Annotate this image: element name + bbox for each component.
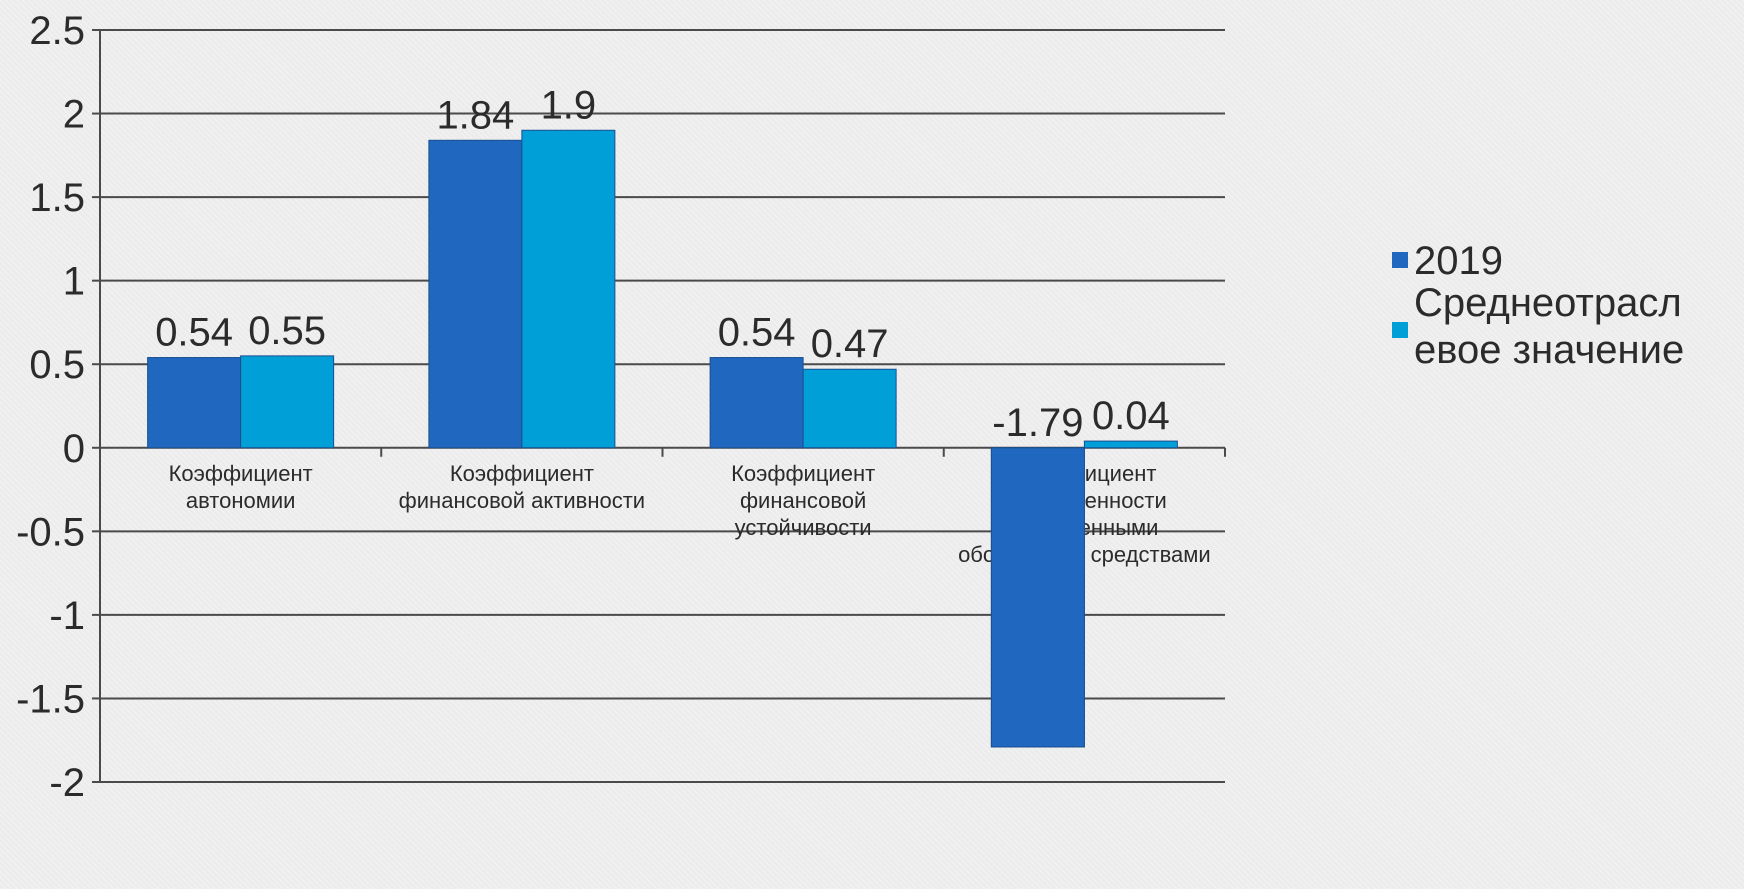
data-label: -1.79 (992, 401, 1083, 445)
y-tick-label: 1.5 (29, 176, 85, 220)
y-tick-label: 2.5 (29, 9, 85, 53)
data-label: 0.55 (248, 309, 326, 353)
x-axis-category-ticks (99, 447, 1226, 457)
category-label: Коэффициент финансовой устойчивости (731, 461, 875, 540)
bar (802, 368, 897, 449)
bar (1083, 440, 1178, 449)
y-tick-label: 0.5 (29, 343, 85, 387)
legend-swatch (1392, 252, 1408, 268)
bar (147, 357, 242, 449)
data-label: 1.9 (541, 83, 597, 127)
bar-overlay (990, 447, 1085, 748)
bar (521, 129, 616, 449)
y-tick-label: -2 (49, 761, 85, 805)
y-tick-label: 1 (63, 260, 85, 304)
bar (428, 139, 523, 449)
bar (709, 357, 804, 449)
y-axis: 2.5 2 1.5 1 0.5 0 -0.5 -1 -1.5 -2 (16, 9, 101, 805)
category-labels: Коэффициент автономии Коэффициент финансово… (169, 447, 1211, 748)
data-label: 0.47 (811, 322, 889, 366)
y-tick-label: -1.5 (16, 677, 85, 721)
data-label: 1.84 (436, 93, 514, 137)
y-tick-label: -0.5 (16, 510, 85, 554)
category-label: Коэффициент финансовой активности (399, 461, 645, 513)
legend-label: Среднеотрасл евое значение (1414, 281, 1684, 372)
bar (240, 355, 335, 449)
data-label: 0.54 (155, 311, 233, 355)
y-tick-label: 0 (63, 427, 85, 471)
legend-label: 2019 (1414, 239, 1503, 283)
data-label: 0.54 (718, 311, 796, 355)
data-labels: 0.54 1.84 0.54 -1.79 0.55 1.9 0.47 0.04 (155, 83, 1170, 445)
y-tick-label: 2 (63, 93, 85, 137)
data-label: 0.04 (1092, 394, 1170, 438)
y-tick-label: -1 (49, 594, 85, 638)
legend-swatch (1392, 322, 1408, 338)
category-label: Коэффициент автономии (169, 461, 313, 513)
